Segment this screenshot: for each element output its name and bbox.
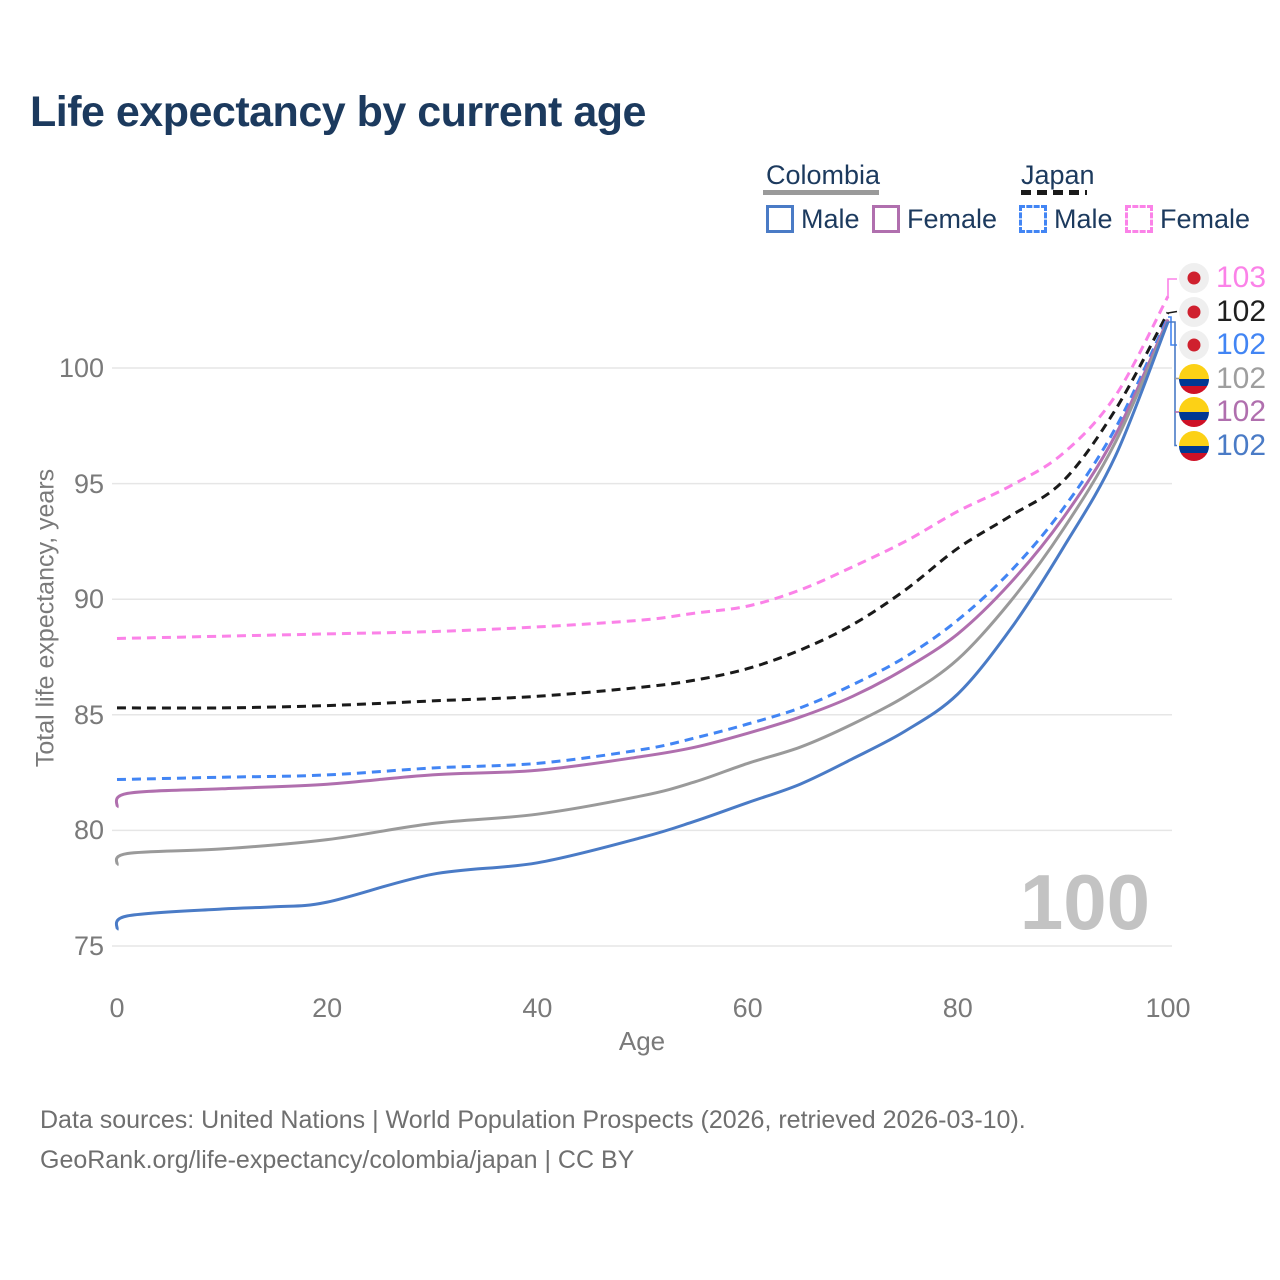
y-tick-label: 95	[73, 468, 104, 499]
colombia-flag-icon	[1179, 363, 1209, 394]
colombia-flag-icon	[1179, 430, 1209, 461]
colombia-flag-band	[1179, 397, 1209, 412]
japan-flag-icon	[1179, 296, 1209, 327]
legend-item-colombia-male[interactable]: Male	[766, 204, 860, 234]
end-label-row: 102	[1179, 428, 1267, 462]
legend-item-label: Male	[1054, 204, 1113, 234]
series-colombia-male-line	[114, 321, 1170, 931]
end-label-row: 102	[1179, 294, 1267, 328]
end-label-value: 102	[1216, 361, 1267, 395]
data-sources-text: Data sources: United Nations | World Pop…	[40, 1106, 1026, 1134]
y-tick-label: 85	[73, 699, 104, 730]
end-label-row: 102	[1179, 396, 1266, 428]
y-tick-label: 100	[58, 353, 104, 383]
japan-flag-dot	[1187, 338, 1201, 352]
end-label-value: 103	[1216, 261, 1267, 294]
end-label-value: 102	[1216, 395, 1267, 428]
legend-item-japan-female[interactable]: Female	[1125, 204, 1250, 234]
end-label-connector	[1168, 321, 1177, 447]
x-tick-label: 80	[942, 993, 973, 1023]
end-label-connector	[1168, 316, 1177, 346]
colombia-female-swatch-icon	[872, 205, 900, 233]
legend-item-colombia-female[interactable]: Female	[872, 204, 997, 234]
colombia-flag-band	[1179, 445, 1209, 453]
end-label-row: 103	[1179, 262, 1266, 294]
x-tick-label: 0	[109, 993, 125, 1023]
legend-colombia-underline	[763, 190, 879, 195]
japan-flag-dot	[1187, 305, 1201, 318]
japan-flag-dot	[1187, 271, 1201, 285]
japan-flag-icon	[1179, 263, 1209, 293]
colombia-flag-band	[1179, 430, 1209, 446]
series-colombia-both-line	[114, 321, 1170, 867]
legend-item-label: Female	[1160, 204, 1251, 234]
age-watermark: 100	[1019, 858, 1150, 946]
colombia-male-swatch-icon	[766, 205, 794, 233]
y-tick-label: 80	[73, 815, 104, 846]
legend-japan-label[interactable]: Japan	[1021, 160, 1095, 190]
y-axis-title: Total life expectancy, years	[31, 468, 60, 768]
legend-colombia-label[interactable]: Colombia	[766, 160, 881, 190]
end-label-connector	[1167, 278, 1177, 297]
x-tick-label: 40	[522, 993, 553, 1023]
end-label-connector	[1167, 310, 1178, 314]
end-label-value: 102	[1216, 294, 1267, 328]
legend-item-label: Female	[907, 204, 998, 234]
end-label-row: 102	[1179, 361, 1267, 395]
end-label-value: 102	[1216, 328, 1267, 361]
x-tick-label: 20	[312, 993, 343, 1023]
japan-flag-icon	[1179, 330, 1209, 360]
legend-item-label: Male	[801, 204, 860, 234]
end-label-row: 102	[1179, 329, 1266, 361]
y-tick-label: 90	[73, 584, 104, 615]
colombia-flag-band	[1179, 412, 1209, 420]
legend-japan-underline	[1021, 190, 1087, 195]
x-tick-label: 60	[732, 993, 763, 1023]
attribution-text: GeoRank.org/life-expectancy/colombia/jap…	[40, 1146, 635, 1174]
colombia-flag-band	[1179, 386, 1209, 394]
end-label-value: 102	[1216, 428, 1267, 462]
y-tick-label: 75	[73, 931, 104, 961]
colombia-flag-band	[1179, 419, 1209, 427]
colombia-flag-icon	[1179, 397, 1209, 427]
japan-female-swatch-icon	[1125, 205, 1153, 233]
series-japan-male-line	[116, 316, 1170, 781]
japan-male-swatch-icon	[1019, 205, 1047, 233]
legend-item-japan-male[interactable]: Male	[1019, 204, 1113, 234]
chart-title: Life expectancy by current age	[30, 88, 646, 136]
colombia-flag-band	[1179, 453, 1209, 461]
colombia-flag-band	[1179, 378, 1209, 386]
x-axis-title: Age	[618, 1026, 666, 1056]
colombia-flag-band	[1179, 363, 1209, 379]
series-japan-female-line	[116, 295, 1170, 640]
series-japan-both-line	[116, 311, 1170, 710]
x-tick-label: 100	[1145, 993, 1191, 1023]
series-colombia-female-line	[114, 318, 1170, 809]
